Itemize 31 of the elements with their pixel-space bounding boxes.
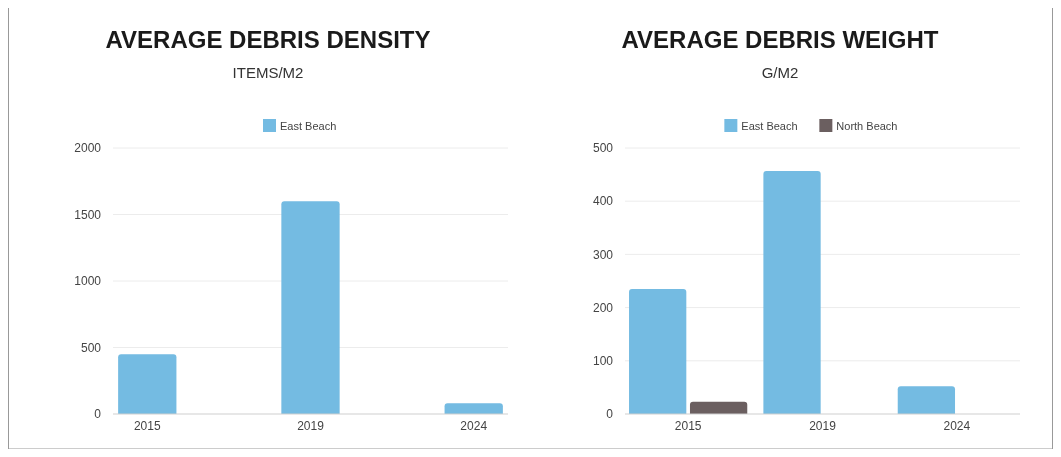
y-tick-label: 1000 xyxy=(74,274,102,289)
y-tick-label: 100 xyxy=(592,354,614,368)
y-tick-label: 400 xyxy=(592,194,614,209)
legend-label: East Beach xyxy=(741,119,798,132)
x-tick-label: 2024 xyxy=(460,419,488,433)
bar xyxy=(444,403,503,414)
bar xyxy=(689,401,748,414)
bar xyxy=(763,170,821,414)
y-tick-label: 300 xyxy=(592,247,614,262)
y-tick-label: 500 xyxy=(592,141,614,156)
x-tick-label: 2019 xyxy=(297,419,325,433)
legend-label: East Beach xyxy=(280,119,337,132)
bar xyxy=(118,354,177,414)
x-tick-label: 2019 xyxy=(809,419,837,433)
chart-subtitle: ITEMS/M2 xyxy=(232,64,304,81)
chart-title: AVERAGE DEBRIS WEIGHT xyxy=(621,26,939,53)
y-tick-label: 0 xyxy=(94,407,102,422)
y-tick-label: 1500 xyxy=(74,207,102,222)
x-tick-label: 2015 xyxy=(133,419,161,433)
y-tick-label: 0 xyxy=(606,407,614,422)
legend-label: North Beach xyxy=(836,119,898,132)
y-tick-label: 500 xyxy=(80,340,102,355)
chart-title: AVERAGE DEBRIS DENSITY xyxy=(105,26,431,53)
x-tick-label: 2024 xyxy=(943,419,971,433)
y-tick-label: 2000 xyxy=(74,141,102,156)
y-tick-label: 200 xyxy=(592,300,614,315)
x-tick-label: 2015 xyxy=(674,419,702,433)
bar xyxy=(629,288,687,414)
bar xyxy=(897,386,956,414)
bar xyxy=(281,201,340,414)
chart-subtitle: G/M2 xyxy=(761,64,799,81)
